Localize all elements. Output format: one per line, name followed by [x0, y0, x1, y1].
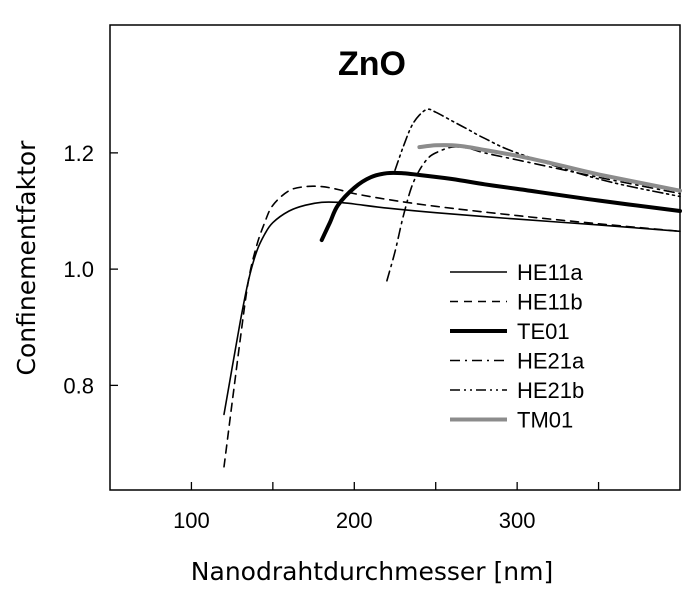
y-tick-label: 0.8 [63, 373, 94, 398]
legend-label-he21b: HE21b [517, 378, 584, 403]
y-axis-ticks [110, 152, 118, 387]
y-axis-tick-labels: 0.8 1.0 1.2 [63, 141, 94, 399]
series-line-he21a [386, 146, 681, 282]
legend-label-he21a: HE21a [517, 349, 585, 374]
series-line-te01 [319, 170, 682, 243]
series-line-he11a [223, 201, 681, 416]
x-tick-label: 100 [173, 508, 210, 533]
x-tick-label: 200 [336, 508, 373, 533]
legend-label-he11a: HE11a [517, 260, 583, 285]
legend-label-tm01: TM01 [517, 408, 573, 433]
series-line-tm01 [417, 143, 682, 193]
series-lines [223, 108, 682, 468]
y-tick-label: 1.2 [63, 141, 94, 166]
legend: HE11a HE11b TE01 HE21a HE21b TM01 [450, 260, 585, 433]
legend-label-he11b: HE11b [517, 290, 583, 315]
x-axis-ticks [190, 482, 600, 490]
plot-frame [109, 24, 681, 491]
y-axis-label: Confinementfaktor [12, 140, 41, 376]
y-tick-label: 1.0 [63, 257, 94, 282]
legend-label-te01: TE01 [517, 319, 570, 344]
x-axis-label: Nanodrahtdurchmesser [nm] [191, 557, 553, 586]
x-axis-tick-labels: 100 200 300 [173, 508, 535, 533]
chart-title: ZnO [338, 45, 406, 83]
series-line-he11b [223, 185, 681, 468]
x-tick-label: 300 [499, 508, 536, 533]
